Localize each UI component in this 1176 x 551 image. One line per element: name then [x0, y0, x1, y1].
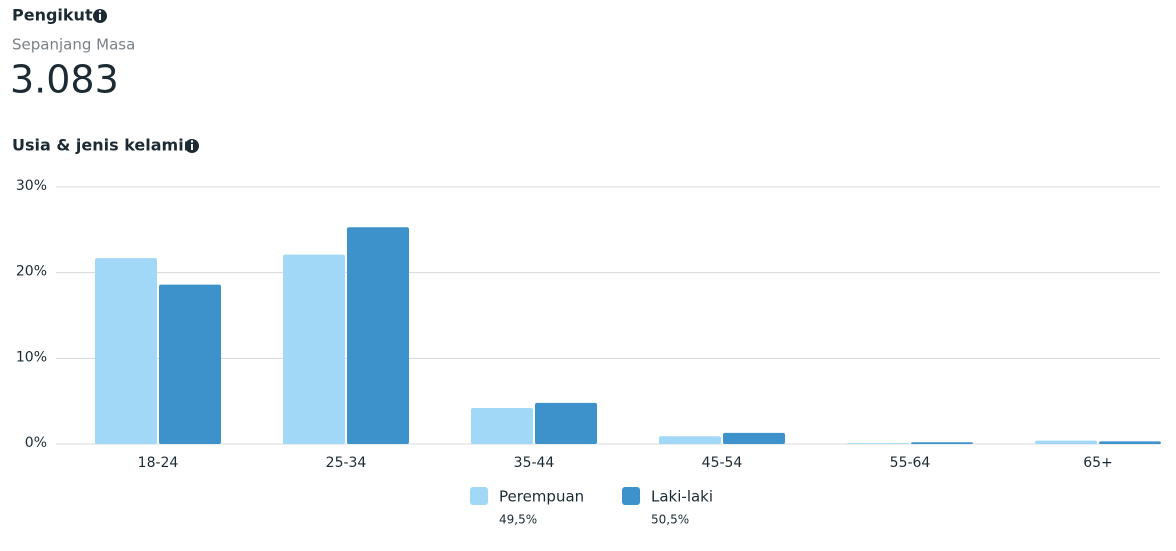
bar	[283, 254, 345, 444]
period: Sepanjang Masa	[12, 36, 135, 54]
y-tick-label: 20%	[16, 264, 47, 280]
bar	[347, 227, 409, 444]
legend-label: Perempuan	[499, 488, 584, 506]
legend-swatch	[470, 487, 488, 505]
x-tick-label: 18-24	[138, 455, 179, 471]
y-tick-label: 10%	[16, 349, 47, 365]
x-tick-label: 65+	[1083, 455, 1113, 471]
bar	[159, 284, 221, 444]
bar	[471, 408, 533, 444]
legend-share: 49,5%	[499, 513, 537, 527]
chart-title: Usia & jenis kelamin	[12, 136, 195, 155]
bar	[659, 436, 721, 444]
x-tick-label: 35-44	[514, 455, 555, 471]
section-title: Pengikut	[12, 6, 93, 25]
bar	[535, 402, 597, 444]
x-tick-label: 55-64	[890, 455, 931, 471]
bar	[847, 443, 909, 444]
x-tick-label: 25-34	[326, 455, 367, 471]
legend-swatch	[622, 487, 640, 505]
bar	[723, 432, 785, 444]
y-tick-label: 0%	[25, 435, 47, 451]
legend-label: Laki-laki	[651, 488, 713, 506]
info-icon[interactable]	[93, 9, 107, 23]
y-tick-label: 30%	[16, 178, 47, 194]
bar	[1099, 441, 1161, 444]
x-tick-label: 45-54	[702, 455, 743, 471]
bar	[1035, 440, 1097, 444]
follower-count: 3.083	[10, 58, 119, 102]
info-icon[interactable]	[185, 139, 199, 153]
bar	[911, 442, 973, 444]
bar	[95, 258, 157, 444]
legend-share: 50,5%	[651, 513, 689, 527]
